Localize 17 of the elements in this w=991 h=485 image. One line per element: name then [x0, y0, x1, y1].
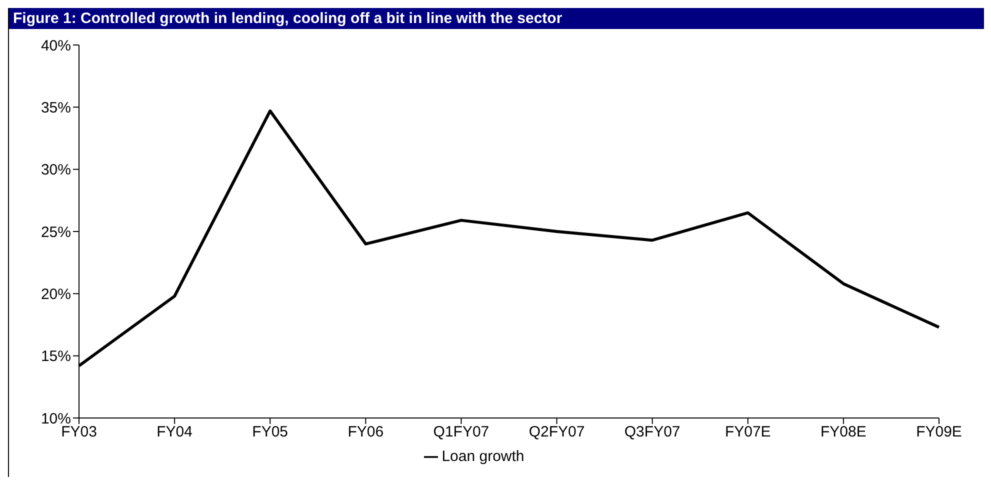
x-tick-label: Q2FY07	[528, 424, 585, 441]
y-tick-label: 40%	[40, 37, 71, 54]
x-tick-label: FY09E	[916, 424, 962, 441]
y-tick-label: 25%	[40, 224, 71, 241]
y-tick-label: 15%	[40, 348, 71, 366]
x-tick-label: FY04	[156, 424, 192, 441]
x-tick-label: Q3FY07	[624, 424, 680, 441]
legend-label: Loan growth	[442, 448, 524, 465]
y-tick-label: 30%	[40, 162, 71, 179]
x-tick-label: FY07E	[724, 424, 771, 441]
x-tick-label: FY05	[252, 424, 288, 441]
y-tick-label: 20%	[40, 286, 71, 303]
x-tick-label: FY08E	[820, 424, 866, 441]
y-tick-label: 35%	[40, 99, 71, 116]
x-tick-label: Q1FY07	[433, 424, 490, 441]
x-tick-label: FY06	[348, 424, 384, 441]
chart-title: Figure 1: Controlled growth in lending, cooling off a bit in line with the sector	[9, 8, 984, 29]
